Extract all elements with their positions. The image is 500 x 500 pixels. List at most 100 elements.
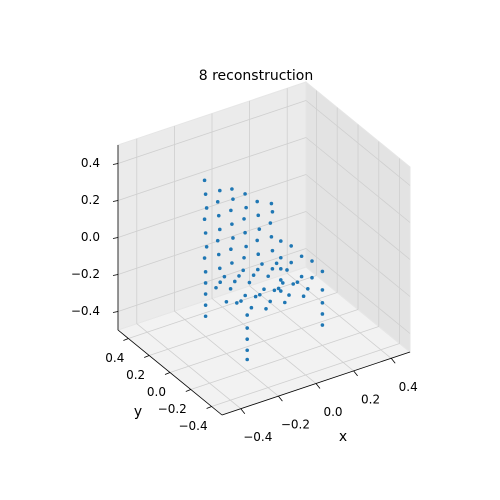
point — [285, 268, 289, 272]
grid-line — [190, 326, 379, 390]
point — [274, 261, 279, 266]
point — [262, 287, 266, 292]
point — [255, 267, 260, 272]
point — [320, 269, 325, 274]
point — [272, 288, 277, 293]
point — [216, 213, 221, 218]
tick-mark — [240, 408, 246, 414]
grid-line — [117, 100, 307, 164]
point — [243, 293, 247, 298]
point — [203, 292, 208, 296]
point — [257, 227, 262, 231]
y-tick-label: −0.2 — [158, 402, 187, 416]
point — [256, 213, 261, 218]
point — [203, 192, 208, 196]
point — [233, 279, 237, 284]
tick-mark — [390, 358, 396, 364]
point — [279, 267, 283, 271]
point — [299, 274, 304, 279]
point — [218, 266, 222, 271]
grid-line — [305, 137, 411, 223]
point — [242, 217, 246, 221]
point — [310, 275, 314, 280]
z-tick-label: −0.2 — [71, 267, 100, 281]
point — [202, 217, 207, 221]
tick-mark — [315, 383, 321, 389]
grid-line — [305, 211, 411, 297]
point — [249, 305, 254, 310]
point — [291, 282, 296, 286]
tick-mark — [278, 395, 283, 402]
point — [268, 221, 273, 225]
point — [230, 261, 234, 265]
tick-mark — [112, 163, 119, 165]
grid-line — [305, 100, 411, 186]
grid-line — [117, 211, 307, 275]
point — [229, 208, 233, 213]
point — [203, 270, 208, 274]
point — [231, 197, 235, 201]
tick-mark — [144, 355, 150, 358]
point — [287, 293, 291, 297]
x-axis-label: x — [339, 429, 347, 445]
point — [245, 357, 249, 362]
point — [229, 247, 233, 252]
point — [289, 260, 294, 265]
grid-line — [305, 248, 411, 334]
point — [231, 236, 235, 240]
point — [241, 268, 245, 273]
tick-mark — [164, 372, 171, 375]
y-axis-label: y — [134, 404, 142, 420]
point — [320, 288, 325, 292]
point — [279, 278, 283, 282]
point — [224, 300, 229, 304]
point — [202, 178, 207, 183]
point — [258, 292, 262, 297]
y-tick-label: 0.2 — [126, 368, 145, 382]
point — [216, 252, 221, 257]
grid-line — [117, 174, 307, 238]
point — [256, 252, 261, 257]
grid-line — [305, 174, 411, 260]
y-axis-line — [117, 329, 223, 416]
point — [243, 192, 247, 196]
point — [299, 254, 304, 259]
point — [218, 280, 222, 285]
point — [320, 312, 325, 316]
point — [245, 326, 249, 330]
tick-mark — [112, 200, 119, 202]
point — [218, 227, 222, 232]
tick-mark — [112, 274, 119, 276]
point — [244, 205, 248, 210]
tick-mark — [353, 370, 358, 377]
x-tick-label: 0.2 — [361, 392, 380, 406]
chart-title: 8 reconstruction — [199, 68, 313, 84]
point — [251, 273, 256, 277]
y-tick-label: 0.4 — [105, 351, 124, 365]
z-tick-label: 0.4 — [81, 156, 100, 170]
grid-line — [128, 275, 317, 339]
point — [310, 259, 314, 263]
x-tick-label: 0.4 — [399, 380, 418, 394]
point — [202, 256, 207, 260]
point — [203, 231, 208, 235]
point — [242, 255, 246, 260]
point — [301, 294, 306, 299]
point — [243, 230, 247, 235]
x-axis-line — [221, 351, 411, 416]
point — [266, 274, 271, 279]
point — [235, 301, 239, 305]
point — [270, 248, 275, 253]
point — [244, 244, 248, 249]
grid-line — [117, 137, 307, 201]
point — [203, 281, 208, 285]
point — [255, 238, 259, 243]
tick-mark — [123, 338, 129, 341]
point — [283, 300, 287, 305]
tick-mark — [112, 237, 119, 239]
point — [239, 299, 243, 303]
point — [289, 244, 294, 248]
point — [269, 201, 274, 206]
point — [218, 188, 222, 193]
